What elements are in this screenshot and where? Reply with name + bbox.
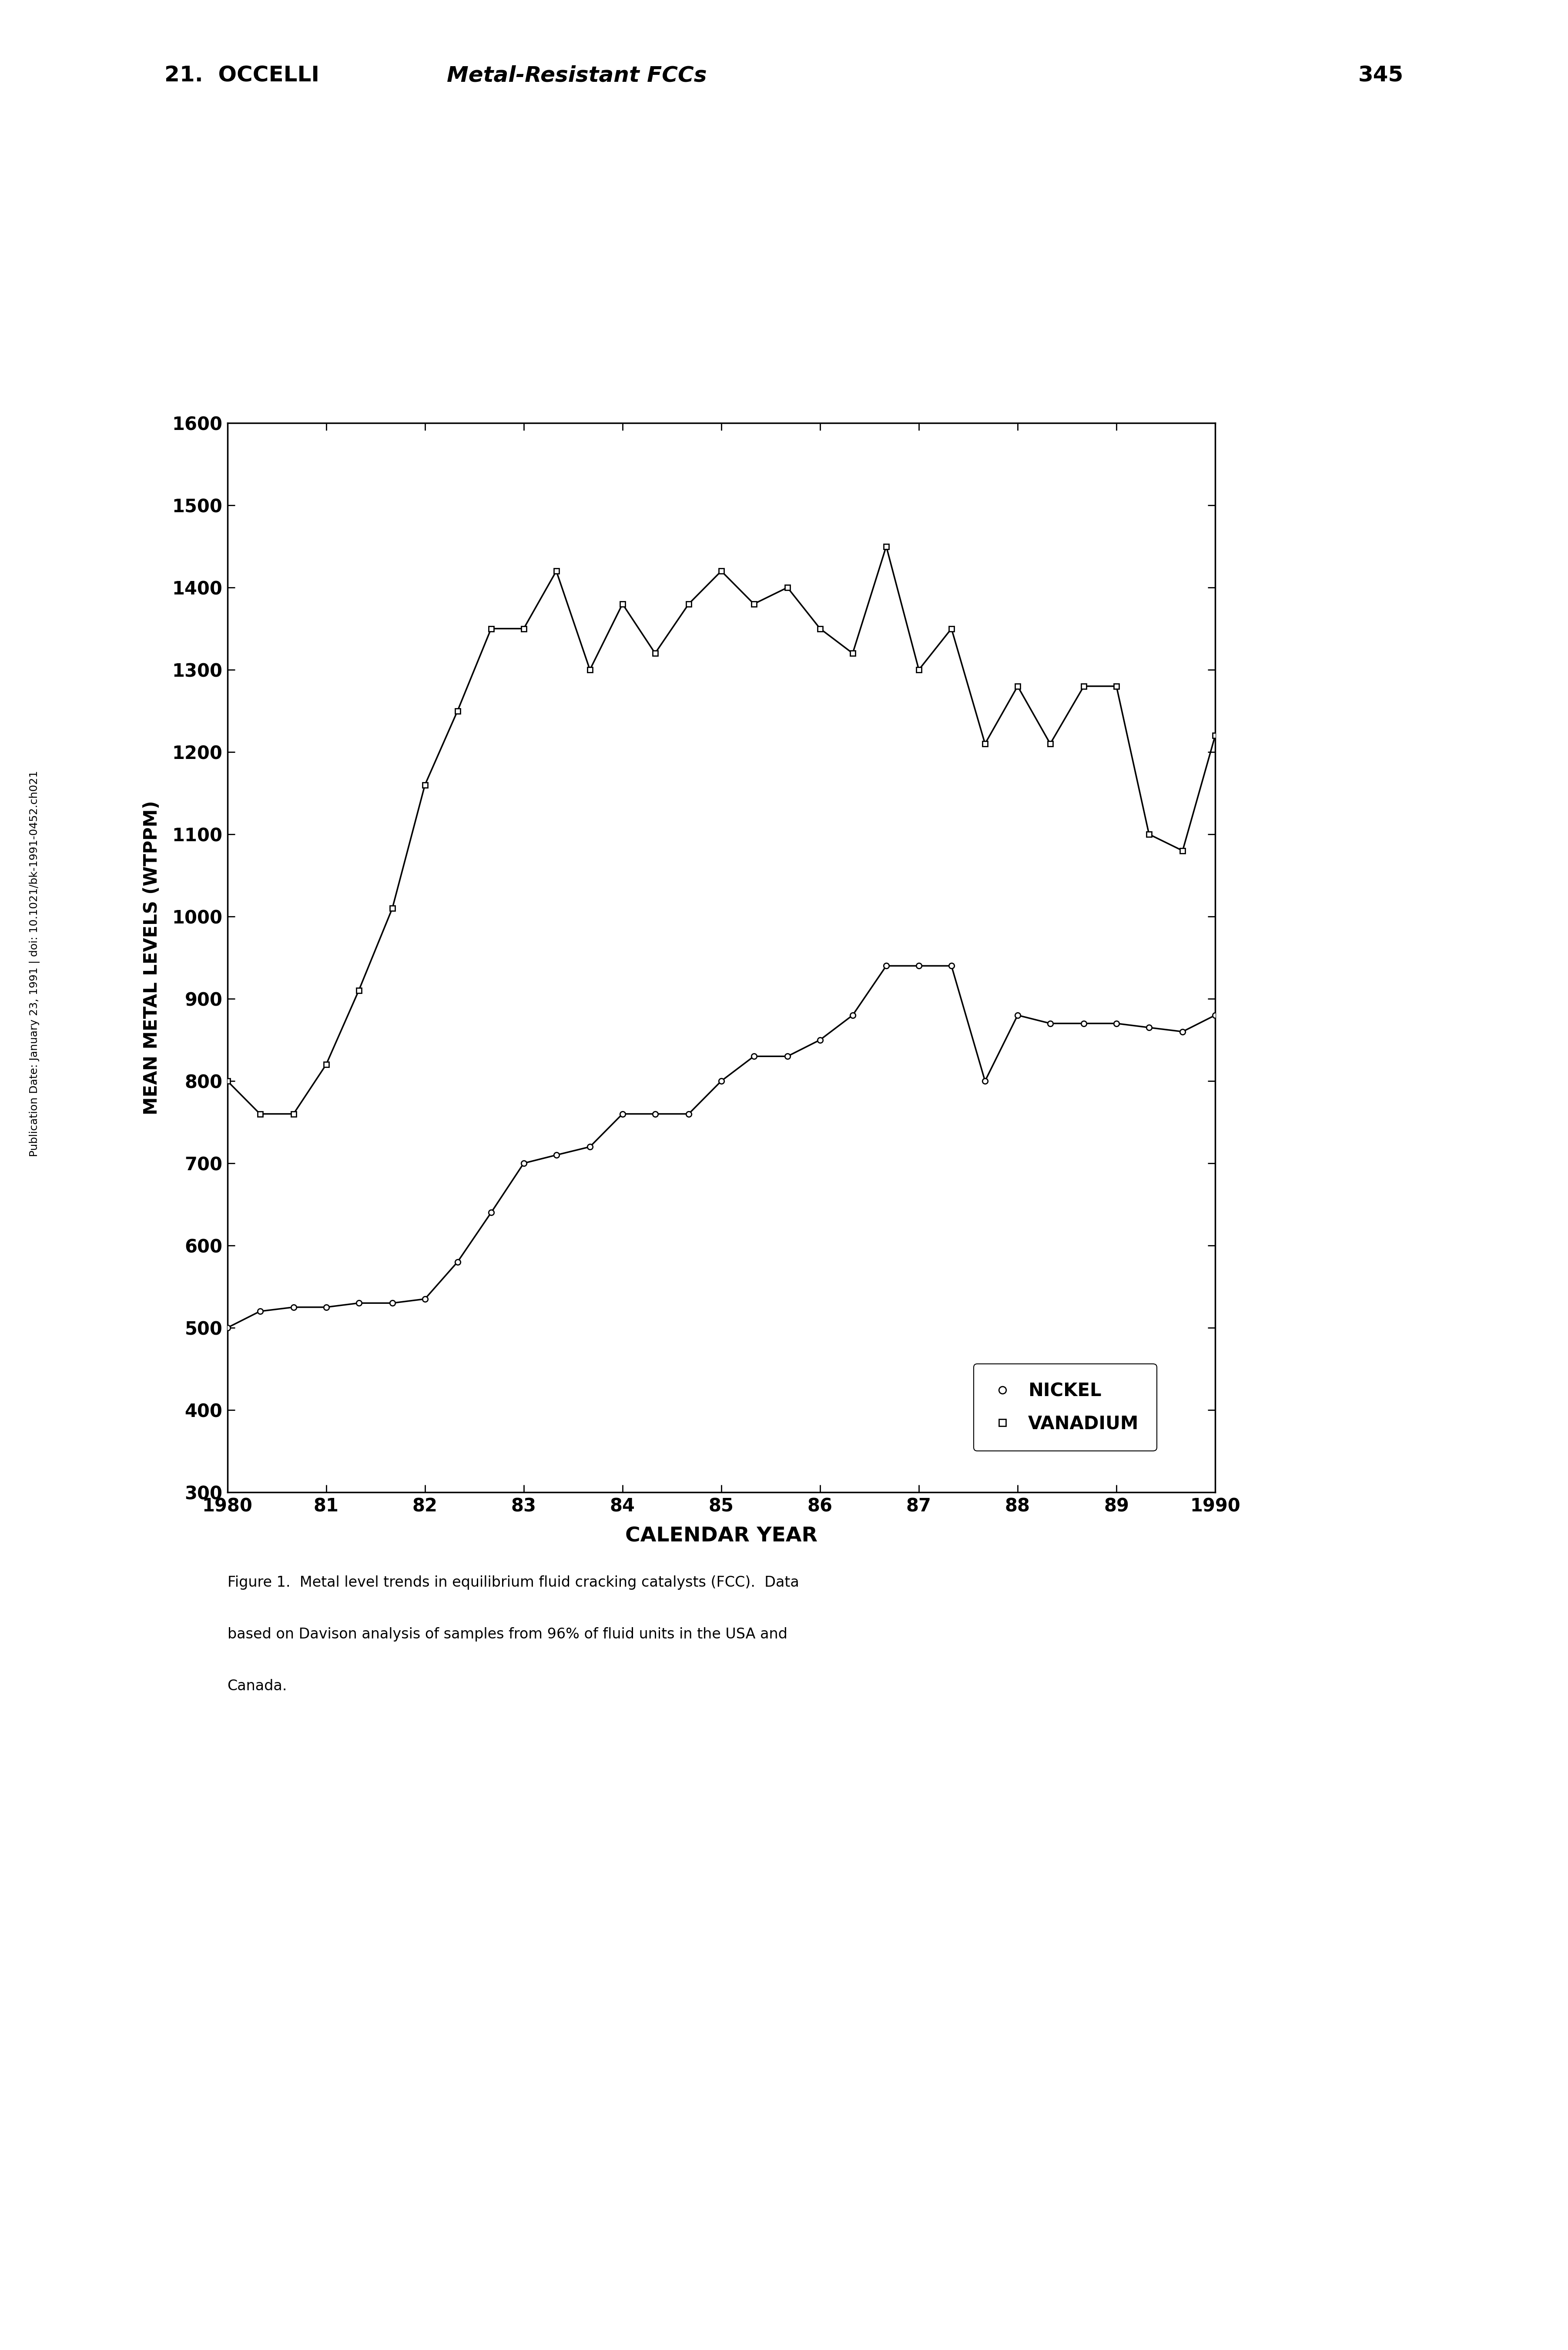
Text: based on Davison analysis of samples from 96% of fluid units in the USA and: based on Davison analysis of samples fro… xyxy=(227,1626,787,1640)
Y-axis label: MEAN METAL LEVELS (WTPPM): MEAN METAL LEVELS (WTPPM) xyxy=(143,801,162,1114)
Text: Canada.: Canada. xyxy=(227,1678,287,1692)
Text: Publication Date: January 23, 1991 | doi: 10.1021/bk-1991-0452.ch021: Publication Date: January 23, 1991 | doi… xyxy=(30,771,39,1156)
X-axis label: CALENDAR YEAR: CALENDAR YEAR xyxy=(626,1525,817,1546)
Text: 345: 345 xyxy=(1358,66,1403,87)
Legend: NICKEL, VANADIUM: NICKEL, VANADIUM xyxy=(974,1363,1157,1450)
Text: Figure 1.  Metal level trends in equilibrium fluid cracking catalysts (FCC).  Da: Figure 1. Metal level trends in equilibr… xyxy=(227,1574,800,1589)
Text: 21.  OCCELLI: 21. OCCELLI xyxy=(165,66,320,87)
Text: Metal-Resistant FCCs: Metal-Resistant FCCs xyxy=(447,66,707,87)
